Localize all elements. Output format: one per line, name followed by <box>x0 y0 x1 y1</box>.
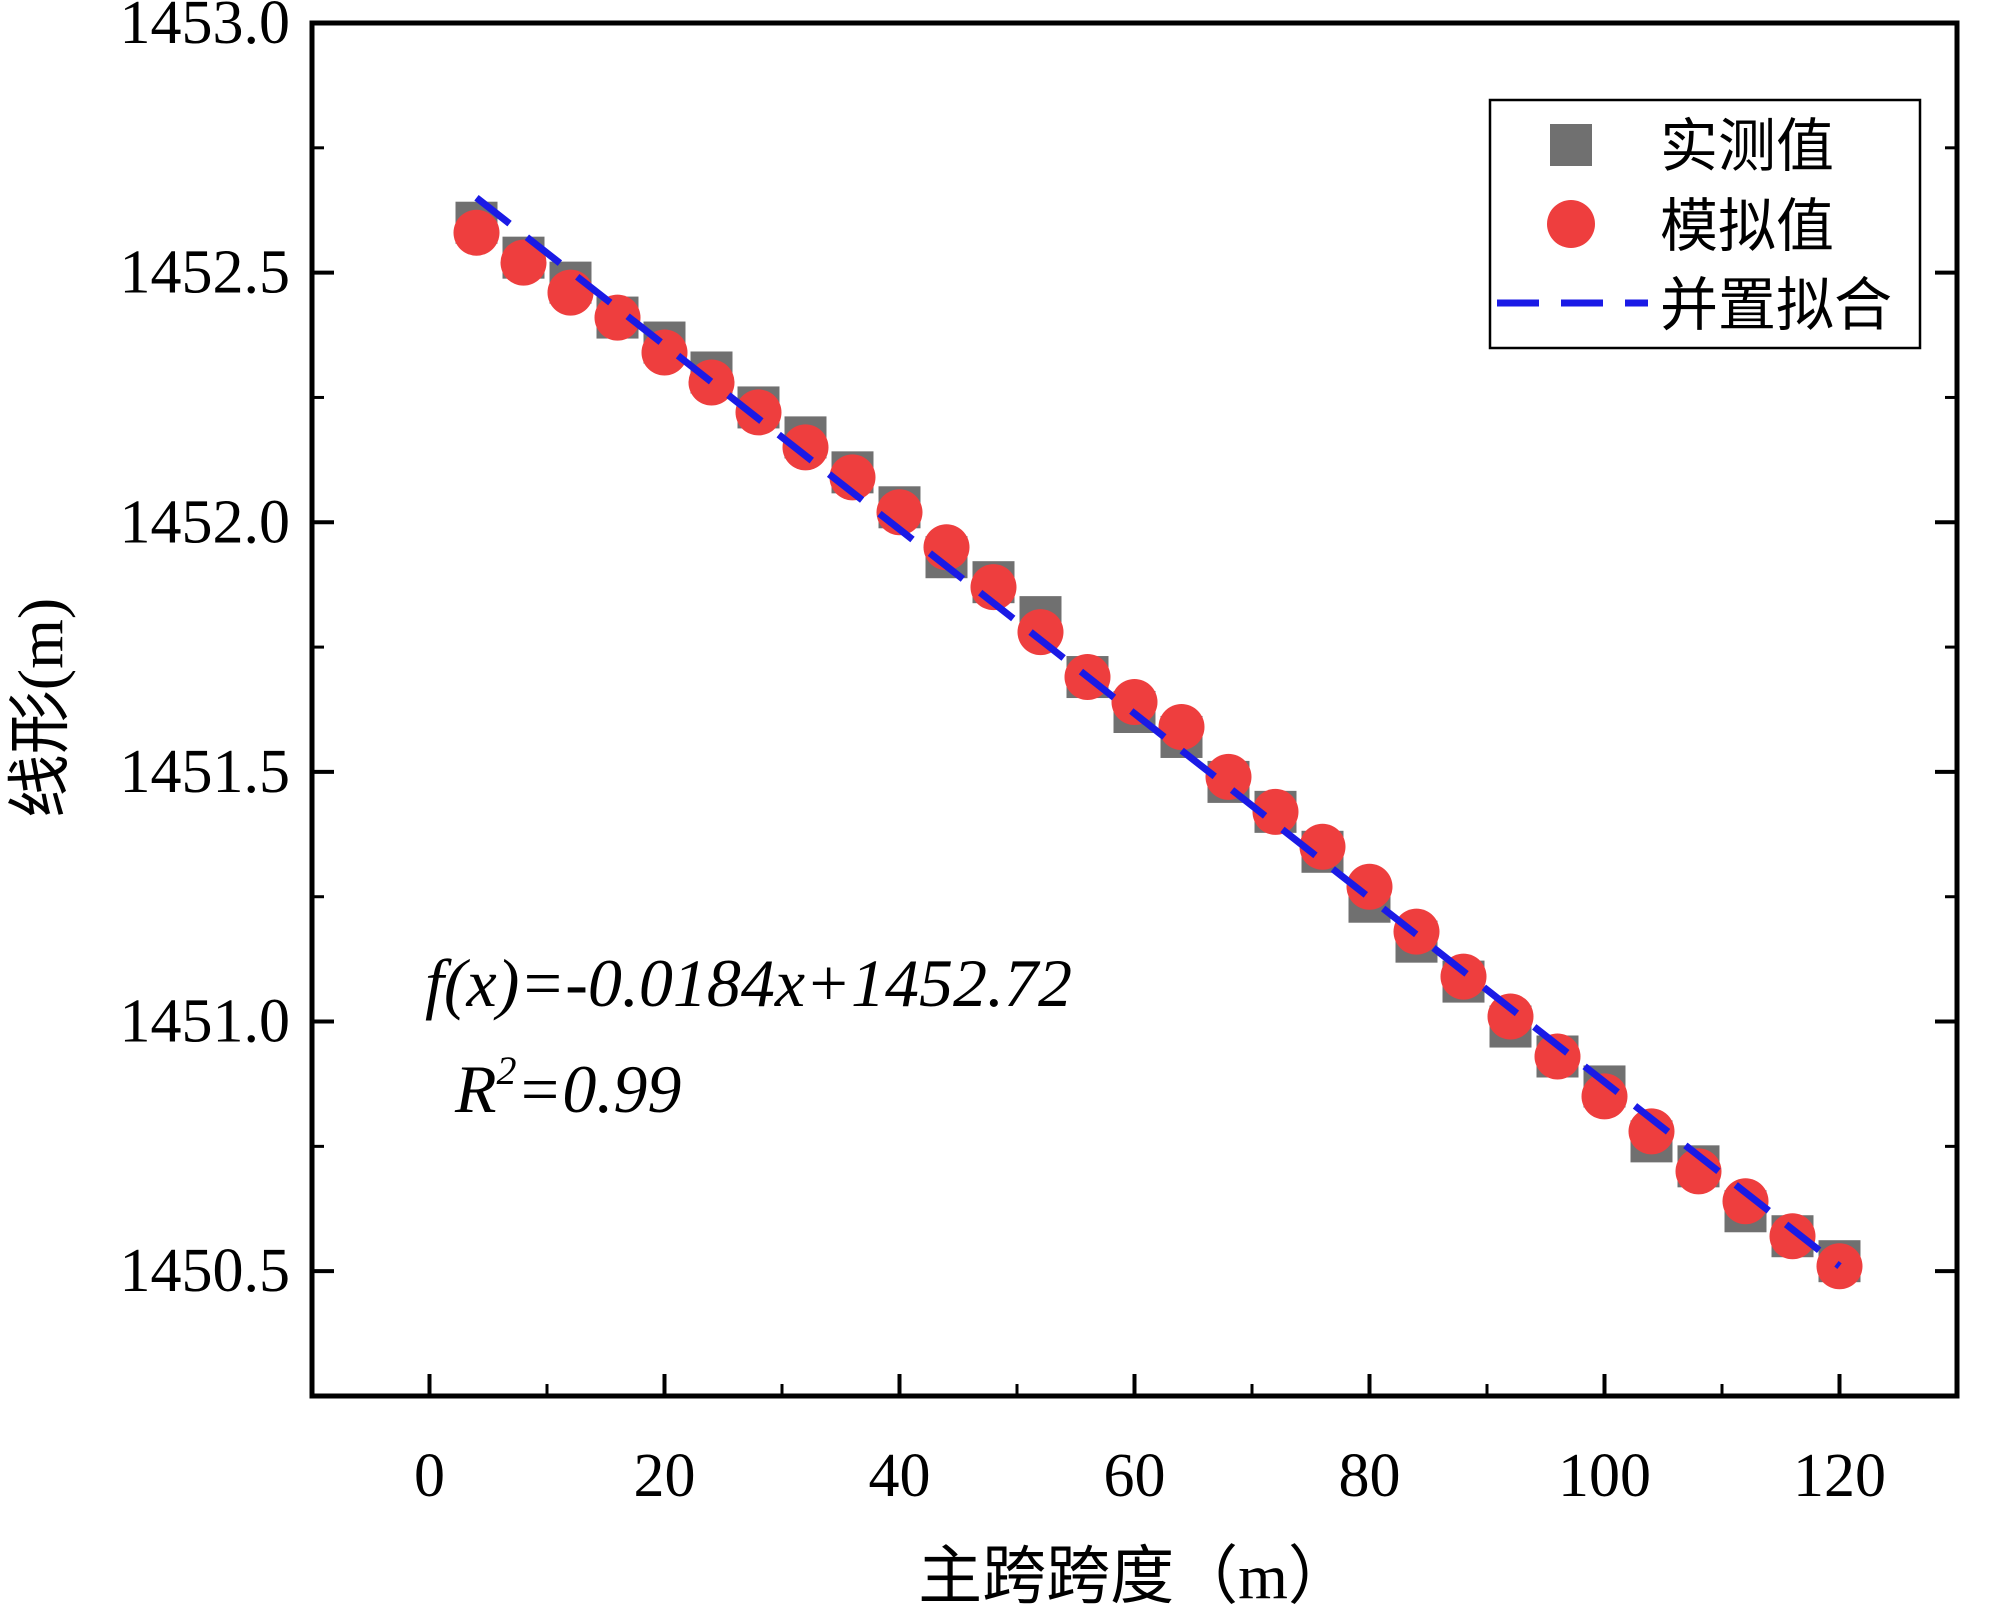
simulated-point <box>547 269 594 316</box>
simulated-point <box>1769 1213 1816 1260</box>
y-tick-label: 1453.0 <box>120 0 291 57</box>
legend-measured-label: 实测值 <box>1660 114 1834 179</box>
r-squared-sup: 2 <box>497 1048 517 1093</box>
fit-equation: f(x)=-0.0184x+1452.72 <box>425 945 1072 1021</box>
y-tick-label: 1451.0 <box>120 988 291 1056</box>
x-tick-label: 120 <box>1793 1442 1886 1510</box>
y-axis-title: 线形(m) <box>5 598 76 818</box>
simulated-point <box>1205 753 1252 800</box>
y-tick-labels: 1450.5 1451.0 1451.5 1452.0 1452.5 1453.0 <box>120 0 291 1305</box>
simulated-point <box>735 389 782 436</box>
simulated-point <box>782 424 829 471</box>
x-tick-label: 100 <box>1558 1442 1651 1510</box>
simulated-point <box>1487 993 1534 1040</box>
simulated-point <box>1675 1148 1722 1195</box>
legend-measured-marker <box>1550 124 1592 166</box>
x-tick-label: 0 <box>414 1442 445 1510</box>
simulated-point <box>453 209 500 256</box>
simulated-point <box>1111 679 1158 726</box>
x-tick-label: 40 <box>869 1442 931 1510</box>
simulated-point <box>1722 1178 1769 1225</box>
r-squared-value: =0.99 <box>517 1051 682 1127</box>
simulated-point <box>1628 1108 1675 1155</box>
simulated-point <box>500 239 547 286</box>
legend-simulated-marker <box>1547 200 1595 248</box>
fit-line <box>474 194 1842 1269</box>
simulated-point <box>1158 703 1205 750</box>
axis-ticks <box>310 21 1959 1398</box>
fit-series <box>474 194 1842 1269</box>
simulated-point <box>1581 1073 1628 1120</box>
legend-simulated-label: 模拟值 <box>1660 194 1834 259</box>
x-tick-label: 20 <box>634 1442 696 1510</box>
simulated-point <box>1299 823 1346 870</box>
y-tick-label: 1451.5 <box>120 738 291 806</box>
legend-fit-label: 并置拟合 <box>1660 273 1892 338</box>
x-tick-labels: 0 20 40 60 80 100 120 <box>414 1442 1886 1510</box>
simulated-point <box>1534 1033 1581 1080</box>
simulated-point <box>594 294 641 341</box>
simulated-point <box>641 329 688 376</box>
r-squared: R2=0.99 <box>454 1048 681 1127</box>
y-tick-label: 1452.0 <box>120 488 291 556</box>
simulated-series <box>453 209 1863 1290</box>
legend: 实测值 模拟值 并置拟合 <box>1488 98 1922 350</box>
simulated-point <box>1346 863 1393 910</box>
simulated-point <box>829 454 876 501</box>
x-axis-title: 主跨跨度（m） <box>918 1541 1352 1605</box>
x-tick-label: 80 <box>1339 1442 1401 1510</box>
y-tick-label: 1452.5 <box>120 239 291 307</box>
y-tick-label: 1450.5 <box>120 1237 291 1305</box>
r-squared-prefix: R <box>454 1051 497 1127</box>
simulated-point <box>1017 609 1064 656</box>
x-tick-label: 60 <box>1104 1442 1166 1510</box>
simulated-point <box>970 564 1017 611</box>
simulated-point <box>1252 788 1299 835</box>
